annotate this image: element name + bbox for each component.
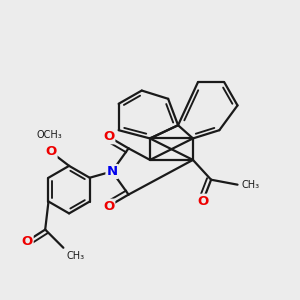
Text: O: O bbox=[45, 146, 57, 158]
Text: N: N bbox=[106, 165, 118, 178]
Text: O: O bbox=[103, 130, 114, 143]
Text: O: O bbox=[21, 235, 33, 248]
Text: CH₃: CH₃ bbox=[242, 180, 260, 190]
Text: O: O bbox=[103, 200, 114, 213]
Text: CH₃: CH₃ bbox=[67, 251, 85, 261]
Text: OCH₃: OCH₃ bbox=[36, 130, 62, 140]
Text: O: O bbox=[197, 195, 208, 208]
